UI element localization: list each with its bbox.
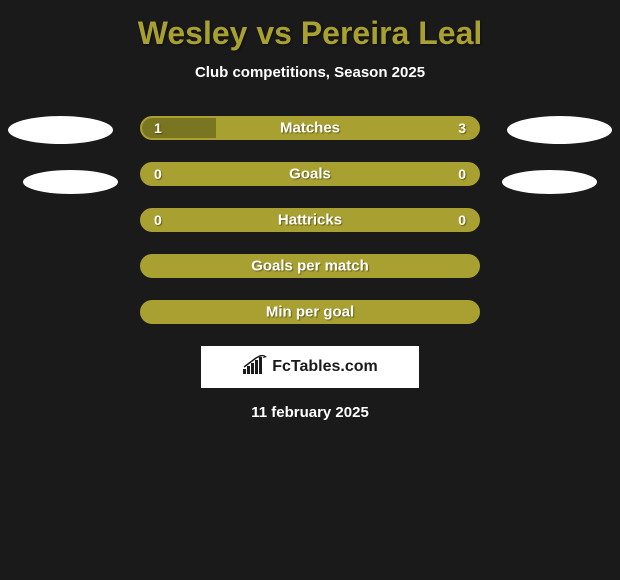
date-label: 11 february 2025 (0, 404, 620, 421)
stat-bar-goals-per-match: Goals per match (140, 254, 480, 278)
stat-bars: 1 Matches 3 0 Goals 0 0 Hattricks 0 Goal… (140, 116, 480, 324)
player-right-ellipse-2 (502, 170, 597, 194)
subtitle: Club competitions, Season 2025 (0, 64, 620, 81)
stat-bar-matches: 1 Matches 3 (140, 116, 480, 140)
logo-box: FcTables.com (201, 346, 419, 388)
stat-bar-goals: 0 Goals 0 (140, 162, 480, 186)
stat-bar-min-per-goal: Min per goal (140, 300, 480, 324)
stat-label: Min per goal (142, 304, 478, 321)
chart-icon (242, 355, 268, 380)
player-right-ellipse-1 (507, 116, 612, 144)
player-left-ellipse-2 (23, 170, 118, 194)
comparison-content: 1 Matches 3 0 Goals 0 0 Hattricks 0 Goal… (0, 116, 620, 421)
stat-label: Matches (142, 120, 478, 137)
stat-label: Hattricks (142, 212, 478, 229)
stat-label: Goals per match (142, 258, 478, 275)
stat-label: Goals (142, 166, 478, 183)
logo-text: FcTables.com (272, 358, 378, 376)
stat-right-value: 3 (458, 120, 466, 136)
player-left-ellipse-1 (8, 116, 113, 144)
stat-right-value: 0 (458, 212, 466, 228)
page-title: Wesley vs Pereira Leal (0, 0, 620, 52)
stat-right-value: 0 (458, 166, 466, 182)
stat-bar-hattricks: 0 Hattricks 0 (140, 208, 480, 232)
